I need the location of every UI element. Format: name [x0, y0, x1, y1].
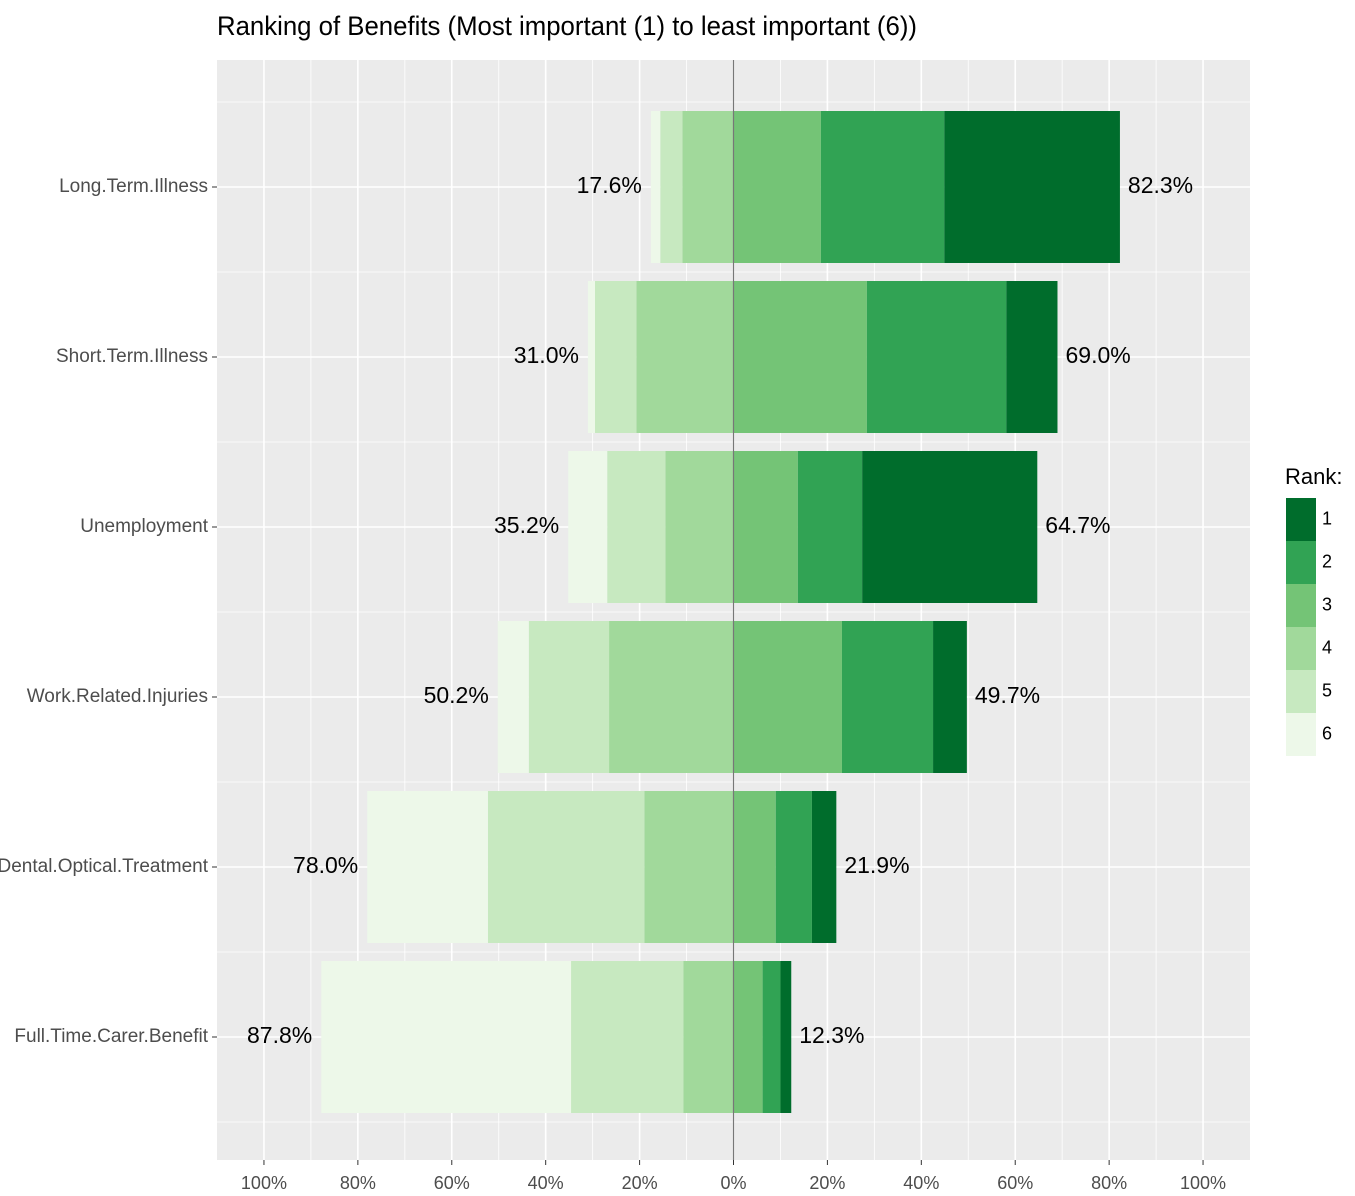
bar-segment — [820, 111, 945, 263]
bar-segment — [568, 451, 608, 603]
bar-segment — [841, 621, 934, 773]
total-label: 64.7% — [1045, 512, 1110, 538]
bar-segment — [497, 621, 529, 773]
chart-title: Ranking of Benefits (Most important (1) … — [217, 11, 917, 41]
total-label: 78.0% — [293, 852, 358, 878]
bar-segment — [780, 961, 792, 1113]
bar-segment — [367, 791, 488, 943]
legend-key — [1286, 498, 1316, 541]
total-label: 12.3% — [799, 1022, 864, 1048]
bar-segment — [660, 111, 683, 263]
x-tick-label: 40% — [903, 1173, 939, 1193]
total-label: 31.0% — [514, 342, 579, 368]
y-tick-label: Work.Related.Injuries — [27, 686, 208, 707]
legend-label: 3 — [1322, 594, 1332, 614]
legend-title: Rank: — [1285, 464, 1342, 489]
x-tick-label: 60% — [434, 1173, 470, 1193]
x-tick-label: 100% — [1180, 1173, 1226, 1193]
bar-segment — [571, 961, 684, 1113]
y-tick-label: Short.Term.Illness — [56, 346, 208, 367]
bar-segment — [644, 791, 734, 943]
bar-segment — [733, 451, 798, 603]
bar-segment — [636, 281, 734, 433]
bar-segment — [607, 451, 666, 603]
legend-key — [1286, 627, 1316, 670]
bar-segment — [775, 791, 812, 943]
x-tick-label: 100% — [241, 1173, 287, 1193]
bar-segment — [797, 451, 863, 603]
bar-segment — [682, 111, 734, 263]
bar-segment — [933, 621, 967, 773]
total-label: 50.2% — [424, 682, 489, 708]
bar-segment — [1006, 281, 1058, 433]
x-tick-label: 80% — [1091, 1173, 1127, 1193]
bar-segment — [944, 111, 1120, 263]
bar-segment — [609, 621, 734, 773]
y-tick-label: Long.Term.Illness — [59, 176, 208, 197]
legend-label: 4 — [1322, 637, 1332, 657]
bar-segment — [487, 791, 645, 943]
x-tick-label: 40% — [528, 1173, 564, 1193]
legend-key — [1286, 584, 1316, 627]
total-label: 82.3% — [1128, 172, 1193, 198]
total-label: 87.8% — [247, 1022, 312, 1048]
legend-label: 6 — [1322, 723, 1332, 743]
bar-segment — [665, 451, 734, 603]
y-tick-label: Unemployment — [80, 516, 208, 537]
bar-segment — [762, 961, 781, 1113]
legend-label: 1 — [1322, 508, 1332, 528]
total-label: 49.7% — [975, 682, 1040, 708]
x-tick-label: 60% — [997, 1173, 1033, 1193]
bar-segment — [683, 961, 734, 1113]
total-label: 69.0% — [1065, 342, 1130, 368]
legend-key — [1286, 541, 1316, 584]
bar-segment — [733, 281, 867, 433]
bar-segment — [733, 111, 821, 263]
bar-segment — [528, 621, 610, 773]
total-label: 17.6% — [577, 172, 642, 198]
legend-key — [1286, 713, 1316, 756]
y-tick-label: Dental.Optical.Treatment — [0, 856, 209, 877]
legend-label: 5 — [1322, 680, 1332, 700]
x-tick-label: 20% — [809, 1173, 845, 1193]
total-label: 21.9% — [844, 852, 909, 878]
x-tick-label: 0% — [720, 1173, 746, 1193]
bar-segment — [650, 111, 661, 263]
legend-label: 2 — [1322, 551, 1332, 571]
bar-segment — [733, 961, 763, 1113]
bar-segment — [866, 281, 1007, 433]
bar-segment — [594, 281, 637, 433]
y-tick-label: Full.Time.Carer.Benefit — [14, 1026, 208, 1047]
bar-segment — [587, 281, 595, 433]
bar-segment — [321, 961, 572, 1113]
bar-segment — [862, 451, 1038, 603]
bar-segment — [811, 791, 837, 943]
total-label: 35.2% — [494, 512, 559, 538]
x-tick-label: 20% — [622, 1173, 658, 1193]
bar-segment — [733, 791, 776, 943]
bar-segment — [733, 621, 842, 773]
legend-key — [1286, 670, 1316, 713]
x-tick-label: 80% — [340, 1173, 376, 1193]
